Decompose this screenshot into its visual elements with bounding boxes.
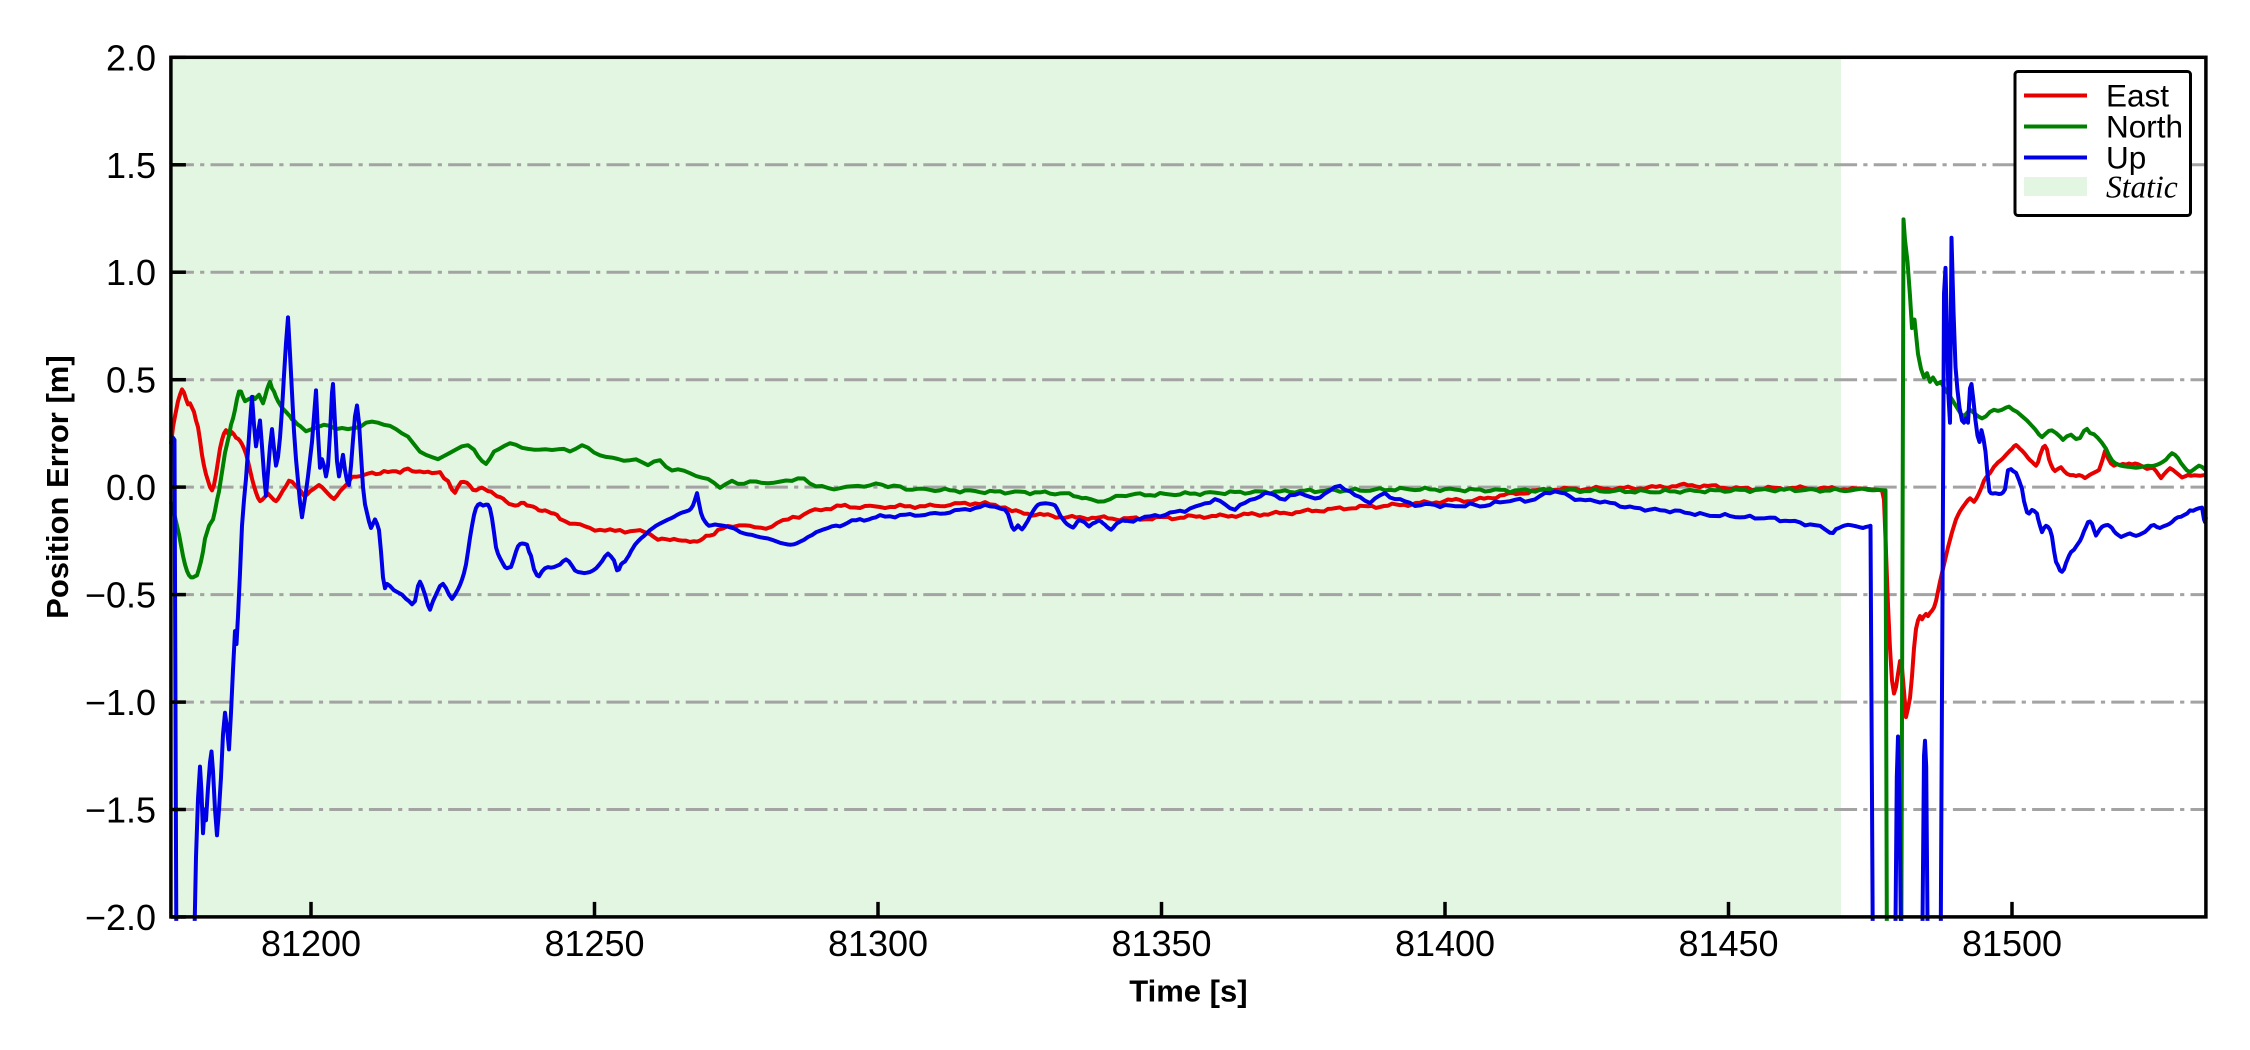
- svg-text:81400: 81400: [1395, 923, 1495, 964]
- svg-text:81450: 81450: [1678, 923, 1778, 964]
- svg-text:81350: 81350: [1111, 923, 1211, 964]
- svg-text:0.0: 0.0: [106, 467, 156, 508]
- svg-text:Static: Static: [2106, 170, 2178, 205]
- svg-text:East: East: [2106, 78, 2169, 114]
- svg-text:81500: 81500: [1962, 923, 2062, 964]
- svg-text:1.0: 1.0: [106, 252, 156, 293]
- svg-text:Position Error [m]: Position Error [m]: [40, 355, 75, 619]
- svg-text:81250: 81250: [544, 923, 644, 964]
- svg-text:−2.0: −2.0: [85, 897, 156, 938]
- svg-text:2.0: 2.0: [106, 37, 156, 78]
- svg-text:North: North: [2106, 109, 2183, 145]
- svg-text:81200: 81200: [261, 923, 361, 964]
- svg-text:−1.0: −1.0: [85, 682, 156, 723]
- svg-text:Up: Up: [2106, 140, 2146, 176]
- svg-text:−0.5: −0.5: [85, 575, 156, 616]
- svg-text:0.5: 0.5: [106, 360, 156, 401]
- svg-text:81300: 81300: [828, 923, 928, 964]
- svg-text:−1.5: −1.5: [85, 790, 156, 831]
- svg-text:Time [s]: Time [s]: [1129, 974, 1247, 1009]
- svg-text:1.5: 1.5: [106, 145, 156, 186]
